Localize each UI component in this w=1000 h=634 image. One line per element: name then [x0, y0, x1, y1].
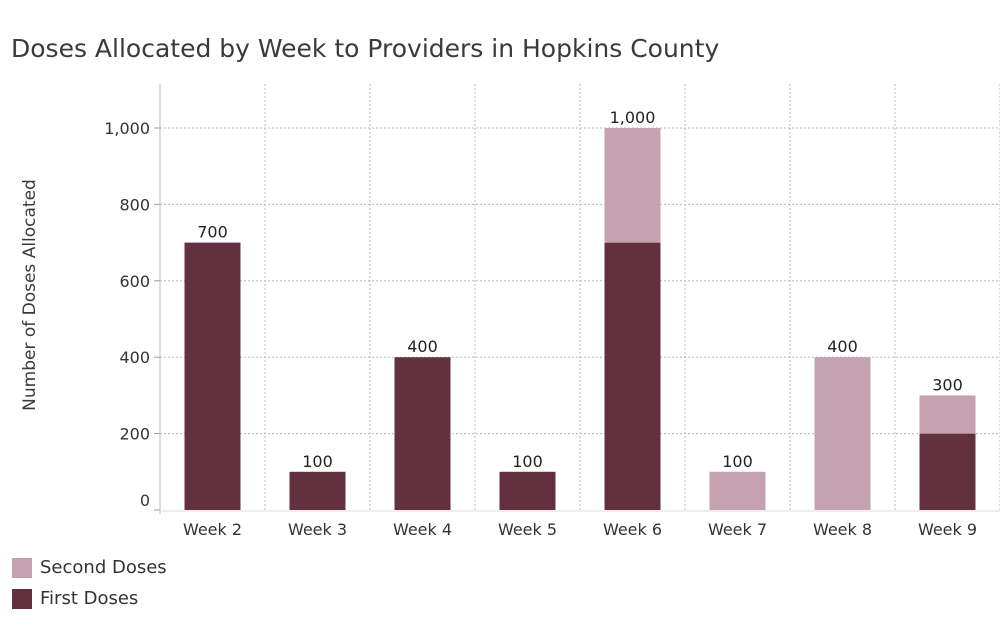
- y-tick-label: 0: [140, 491, 150, 510]
- bar-first-doses: [919, 433, 976, 510]
- bar-first-doses: [394, 357, 451, 510]
- y-tick-label: 400: [119, 348, 150, 367]
- bar-total-label: 100: [302, 452, 333, 471]
- legend-item-first-doses[interactable]: First Doses: [12, 583, 167, 614]
- x-tick-label: Week 7: [708, 520, 767, 539]
- data-labels: 700 100 400 100 1,000 100 400 300: [197, 108, 963, 471]
- legend: Second Doses First Doses: [12, 552, 167, 614]
- bar-first-doses: [604, 242, 661, 510]
- y-tick-label: 800: [119, 195, 150, 214]
- bar-total-label: 300: [932, 375, 963, 394]
- bar-total-label: 400: [827, 337, 858, 356]
- bar-total-label: 1,000: [610, 108, 656, 127]
- bars: [184, 128, 976, 510]
- bar-second-doses: [709, 471, 766, 510]
- bar-second-doses: [604, 128, 661, 243]
- bar-second-doses: [919, 395, 976, 434]
- x-tick-label: Week 2: [183, 520, 242, 539]
- bar-first-doses: [289, 471, 346, 510]
- grid-lines: [160, 84, 1000, 510]
- legend-swatch: [12, 588, 32, 609]
- x-tick-label: Week 5: [498, 520, 557, 539]
- x-tick-label: Week 8: [813, 520, 872, 539]
- legend-item-second-doses[interactable]: Second Doses: [12, 552, 167, 583]
- bar-total-label: 100: [722, 452, 753, 471]
- x-tick-label: Week 6: [603, 520, 662, 539]
- bar-total-label: 100: [512, 452, 543, 471]
- chart-title: Doses Allocated by Week to Providers in …: [11, 34, 720, 63]
- y-tick-label: 1,000: [104, 119, 150, 138]
- bar-first-doses: [184, 242, 241, 510]
- y-axis-title: Number of Doses Allocated: [20, 179, 40, 411]
- bar-total-label: 700: [197, 223, 228, 242]
- bar-second-doses: [814, 357, 871, 510]
- y-tick-label: 200: [119, 425, 150, 444]
- legend-label: First Doses: [40, 588, 139, 609]
- y-tick-label: 600: [119, 272, 150, 291]
- axes: 0 200 400 600 800 1,000 Week 2 Week 3 Week 4 Week…: [104, 84, 1000, 539]
- x-tick-label: Week 4: [393, 520, 452, 539]
- bar-total-label: 400: [407, 337, 438, 356]
- x-tick-label: Week 9: [918, 520, 977, 539]
- x-tick-label: Week 3: [288, 520, 347, 539]
- bar-first-doses: [499, 471, 556, 510]
- legend-label: Second Doses: [40, 557, 167, 578]
- legend-swatch: [12, 557, 32, 578]
